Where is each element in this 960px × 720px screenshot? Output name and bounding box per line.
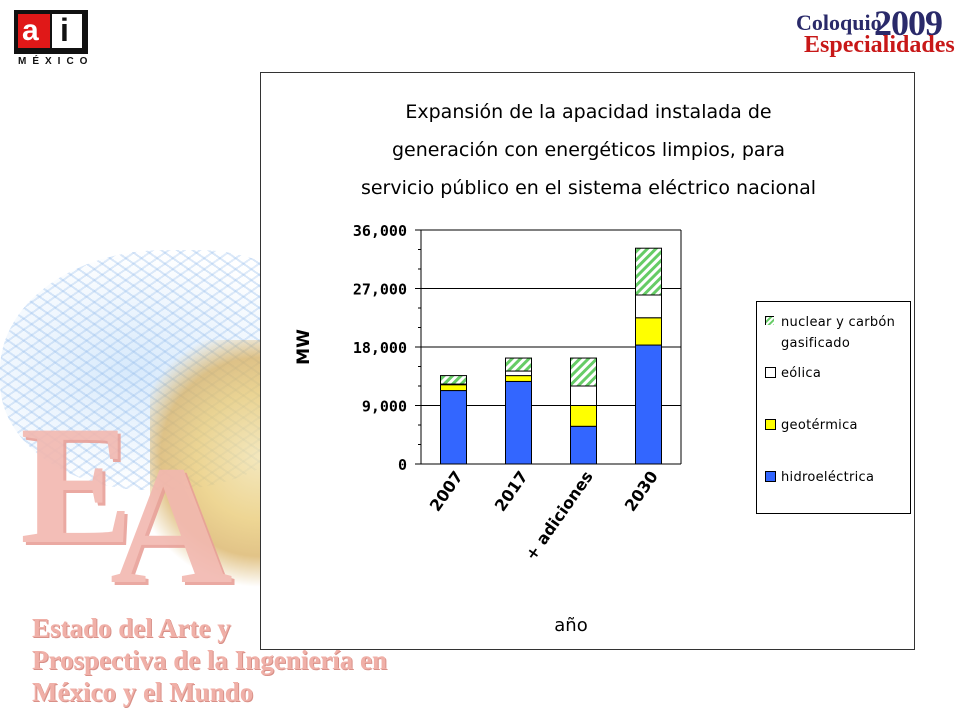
coloquio-logo-year: 2009 <box>874 3 943 43</box>
bar-segment <box>570 385 597 406</box>
ai-mexico-logo: a i <box>14 10 88 54</box>
bar-segment <box>440 384 467 392</box>
bar-segment <box>440 390 467 465</box>
y-tick-label: 36,000 <box>353 222 407 240</box>
background-caption-line: México y el Mundo <box>32 677 254 707</box>
logo-subtitle: MÉXICO <box>18 56 94 67</box>
bar-chart: 0 9,000 18,000 27,000 36,000 2007 2017+ adicio… <box>294 222 682 636</box>
y-tick-label: 9,000 <box>362 398 407 416</box>
chart-title: Expansión de la apacidad instalada de ge… <box>261 93 916 207</box>
legend-swatch <box>765 419 776 430</box>
background-letter-e: E <box>20 391 134 579</box>
logo-white-block <box>52 14 82 48</box>
logo-letter-a: a <box>22 14 39 47</box>
bar-segment <box>635 317 662 346</box>
logo-red-block <box>18 14 50 48</box>
legend-label: hidroeléctrica <box>781 470 875 485</box>
x-tick-label: 2007 <box>426 467 467 514</box>
bar-segment <box>505 357 532 372</box>
y-tick-label: 18,000 <box>353 339 407 357</box>
coloquio-logo-word: Coloquio <box>796 10 882 35</box>
legend-label: nuclear y carbón gasificado <box>781 315 896 351</box>
bar-segment <box>440 375 467 385</box>
background-caption: Estado del Arte y Prospectiva de la Inge… <box>32 612 392 708</box>
logo-letter-i: i <box>60 12 69 48</box>
bar-segment <box>635 247 662 296</box>
bar-segment <box>570 357 597 387</box>
legend-label: eólica <box>781 366 822 381</box>
x-tick-label: 2030 <box>621 467 662 514</box>
coloquio-logo-specialties: Especialidades <box>804 32 955 58</box>
bar-segment <box>505 380 532 465</box>
legend-label: geotérmica <box>781 418 858 433</box>
y-axis-label: MW <box>294 329 314 365</box>
bar-segment <box>635 294 662 319</box>
chart-legend: nuclear y carbón gasificado eólica geoté… <box>756 301 911 514</box>
chart-panel: Expansión de la apacidad instalada de ge… <box>260 72 915 650</box>
coloquio-logo: Coloquio 2009 Especialidades <box>792 3 955 58</box>
background-caption-line: Prospectiva de la Ingeniería en <box>32 645 387 675</box>
bar-segment <box>570 405 597 427</box>
x-tick-label: 2017 <box>491 467 532 514</box>
legend-swatch <box>765 367 776 378</box>
background-letter-a: A <box>110 431 233 619</box>
chart-title-line: servicio público en el sistema eléctrico… <box>360 177 817 199</box>
bar-segment <box>635 344 662 465</box>
legend-swatch <box>765 471 776 482</box>
legend-swatch-hatch <box>765 316 774 325</box>
background-caption-line: Estado del Arte y <box>32 613 231 643</box>
bar-segment <box>570 425 597 465</box>
chart-title-line: generación con energéticos limpios, para <box>391 139 786 161</box>
chart-title-line: Expansión de la apacidad instalada de <box>405 101 772 123</box>
x-tick-label: + adiciones <box>521 467 596 563</box>
bar-segment <box>505 375 532 382</box>
y-tick-label: 0 <box>398 456 407 474</box>
background-logo-letters: E A <box>20 400 280 610</box>
y-tick-label: 27,000 <box>353 281 407 299</box>
x-axis-label: año <box>554 615 587 636</box>
bar-segment <box>505 370 532 377</box>
